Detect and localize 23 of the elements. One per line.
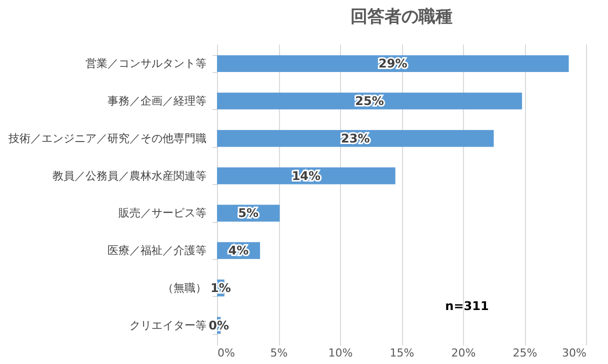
y-tick-label: 営業／コンサルタント等 bbox=[86, 57, 206, 70]
x-tick-label: 5% bbox=[270, 346, 288, 360]
annotation: n=311 bbox=[445, 299, 489, 313]
y-tick-label: 事務／企画／経理等 bbox=[108, 94, 206, 108]
data-label: 29% bbox=[378, 56, 408, 71]
data-label: 23% bbox=[341, 131, 370, 146]
data-label: 5% bbox=[238, 206, 259, 220]
x-tick-label: 10% bbox=[328, 346, 353, 360]
data-label: 4% bbox=[228, 244, 249, 258]
x-tick-label: 0% bbox=[218, 346, 235, 360]
data-label: 25% bbox=[355, 94, 384, 108]
y-tick-label: クリエイター等 bbox=[130, 318, 206, 332]
y-tick-label: 販売／サービス等 bbox=[118, 206, 206, 220]
x-tick-label: 30% bbox=[562, 346, 586, 360]
y-tick-label: （無職） bbox=[162, 281, 206, 294]
y-tick-label: 医療／福祉／介護等 bbox=[108, 244, 206, 258]
x-tick-label: 20% bbox=[451, 346, 476, 360]
x-tick-label: 15% bbox=[390, 346, 414, 360]
x-tick-label: 25% bbox=[512, 346, 538, 360]
chart-title: 回答者の職種 bbox=[350, 7, 452, 27]
data-label: 14% bbox=[292, 168, 321, 183]
y-tick-label: 技術／エンジニア／研究／その他専門職 bbox=[8, 132, 206, 145]
y-tick-label: 教員／公務員／農林水産関連等 bbox=[52, 169, 206, 182]
